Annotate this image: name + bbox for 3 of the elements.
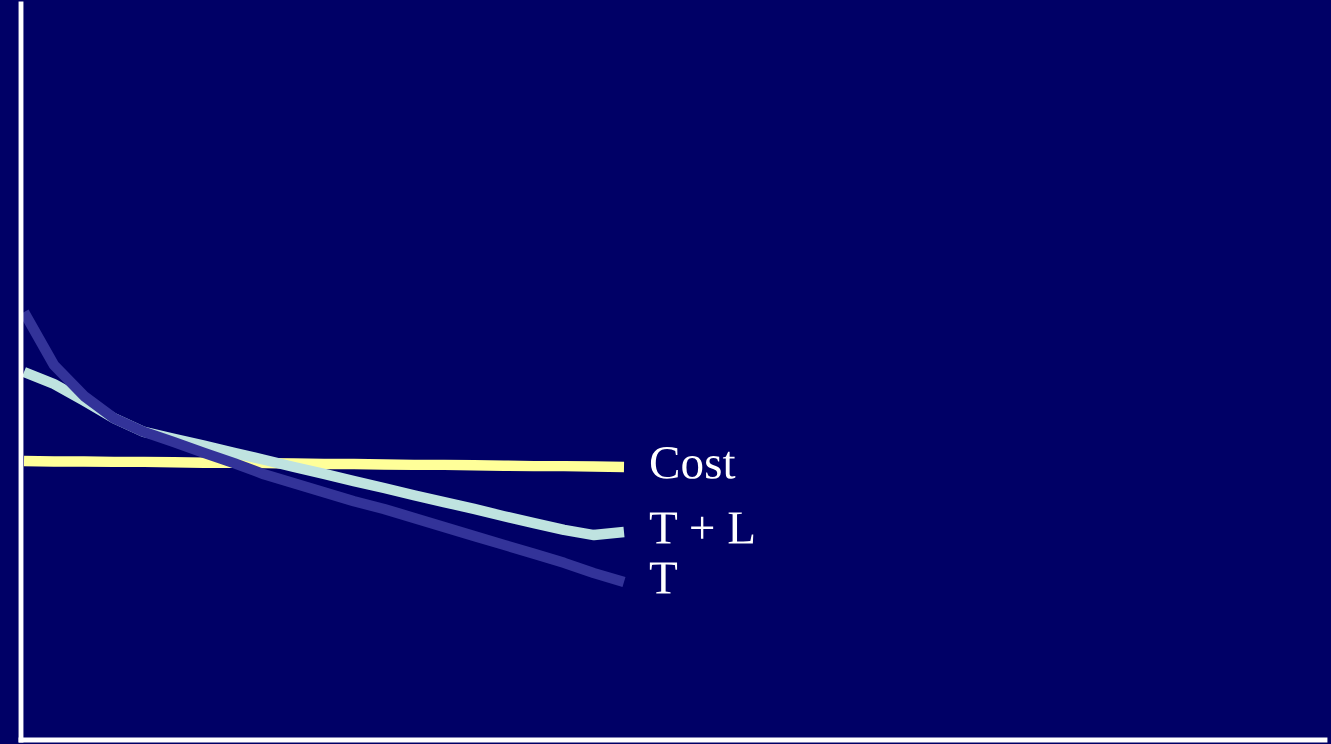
series-label: Cost [650, 447, 736, 479]
series-label: T [649, 562, 678, 594]
series-label: T + L [649, 512, 754, 544]
